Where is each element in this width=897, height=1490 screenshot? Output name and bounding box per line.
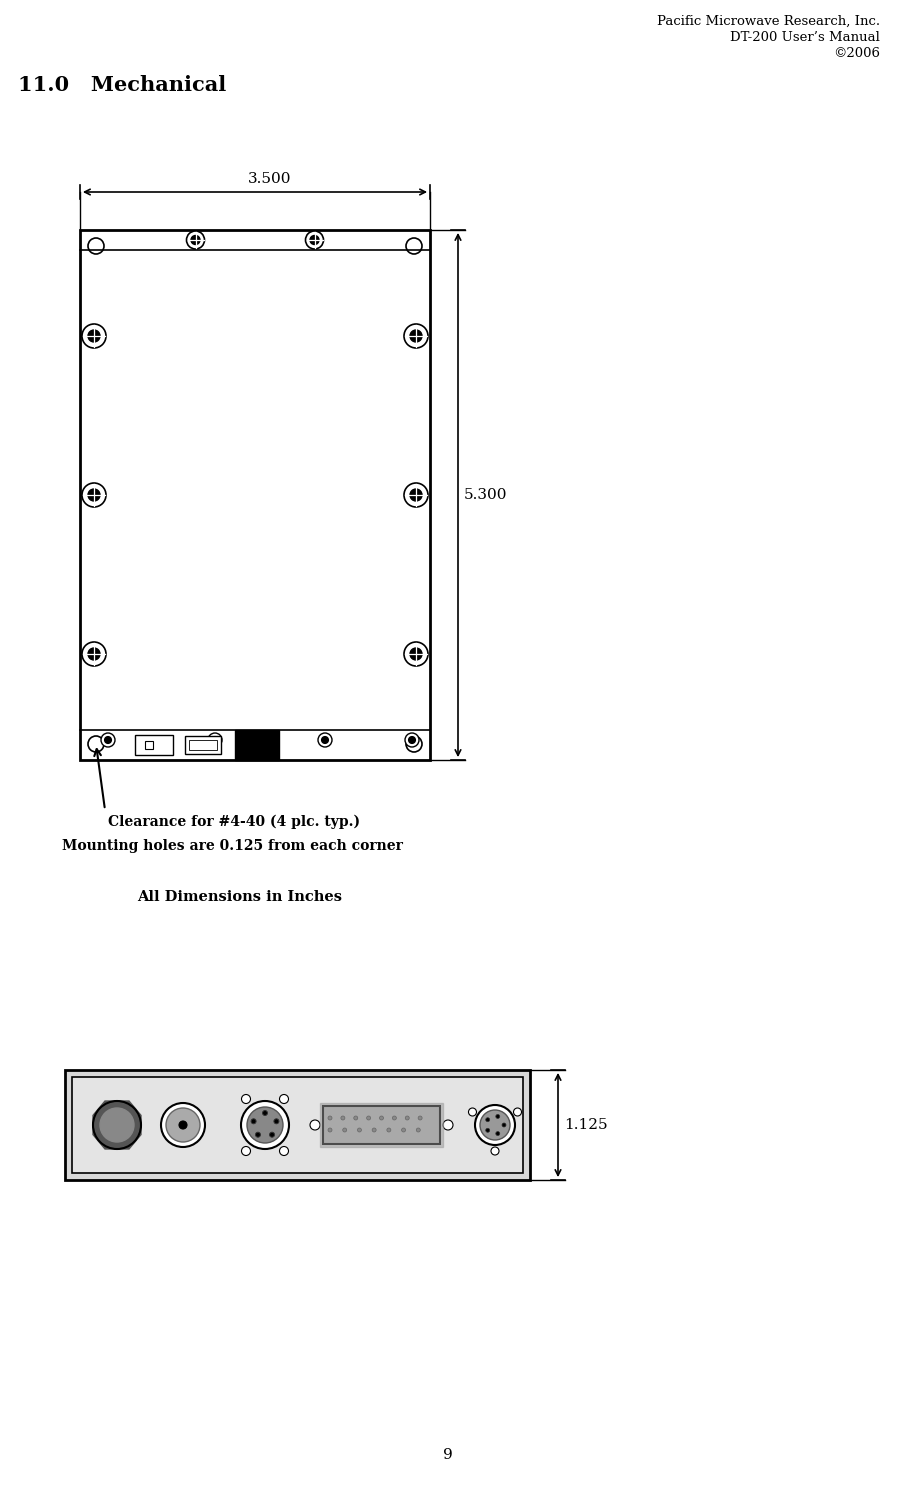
Circle shape (404, 323, 428, 349)
Text: 1.125: 1.125 (564, 1118, 607, 1132)
Circle shape (88, 736, 104, 752)
Circle shape (179, 1120, 187, 1129)
Circle shape (408, 736, 415, 744)
Circle shape (88, 329, 100, 343)
Circle shape (496, 1115, 500, 1119)
Bar (235, 730, 279, 760)
Text: Mounting holes are 0.125 from each corner: Mounting holes are 0.125 from each corne… (62, 839, 403, 852)
Bar (323, 1106, 440, 1144)
Circle shape (241, 1095, 250, 1104)
Circle shape (406, 736, 422, 752)
Circle shape (212, 736, 219, 744)
Circle shape (280, 1146, 289, 1156)
Circle shape (321, 736, 328, 744)
Bar (65, 1070, 530, 1180)
Bar (145, 741, 153, 749)
Circle shape (379, 1116, 384, 1120)
Circle shape (82, 642, 106, 666)
Circle shape (241, 1146, 250, 1156)
Circle shape (328, 1116, 332, 1120)
Circle shape (82, 483, 106, 507)
Circle shape (280, 1095, 289, 1104)
Circle shape (404, 642, 428, 666)
Circle shape (406, 238, 422, 253)
Text: Clearance for #4-40 (4 plc. typ.): Clearance for #4-40 (4 plc. typ.) (108, 815, 360, 830)
Circle shape (410, 489, 422, 501)
Text: ©2006: ©2006 (833, 48, 880, 60)
Text: 9: 9 (443, 1448, 453, 1462)
Polygon shape (93, 1101, 141, 1149)
Circle shape (392, 1116, 396, 1120)
Circle shape (241, 1101, 289, 1149)
Circle shape (247, 1107, 283, 1143)
Text: Pacific Microwave Research, Inc.: Pacific Microwave Research, Inc. (657, 15, 880, 28)
Circle shape (405, 733, 419, 746)
Circle shape (357, 1128, 361, 1132)
Circle shape (372, 1128, 376, 1132)
Bar (189, 741, 217, 749)
Circle shape (353, 1116, 358, 1120)
Circle shape (343, 1128, 347, 1132)
Bar (80, 229, 430, 760)
Circle shape (513, 1109, 521, 1116)
Circle shape (88, 489, 100, 501)
Circle shape (410, 329, 422, 343)
Circle shape (328, 1128, 332, 1132)
Circle shape (104, 736, 111, 744)
Circle shape (475, 1106, 515, 1144)
Circle shape (310, 235, 319, 244)
Circle shape (161, 1103, 205, 1147)
Text: 11.0   Mechanical: 11.0 Mechanical (18, 74, 226, 95)
Circle shape (101, 733, 115, 746)
Circle shape (485, 1118, 490, 1122)
Circle shape (418, 1116, 422, 1120)
Circle shape (82, 323, 106, 349)
Circle shape (480, 1110, 510, 1140)
Circle shape (318, 733, 332, 746)
Bar (135, 735, 173, 755)
Circle shape (405, 1116, 409, 1120)
Circle shape (208, 733, 222, 746)
Bar (72, 1077, 523, 1173)
Circle shape (191, 235, 200, 244)
Circle shape (306, 231, 324, 249)
Circle shape (251, 1119, 256, 1123)
Circle shape (310, 1120, 320, 1129)
Text: 3.500: 3.500 (248, 171, 292, 186)
Circle shape (341, 1116, 344, 1120)
Circle shape (367, 1116, 370, 1120)
Circle shape (263, 1110, 267, 1116)
Circle shape (404, 483, 428, 507)
Circle shape (402, 1128, 405, 1132)
Circle shape (166, 1109, 200, 1141)
Circle shape (88, 648, 100, 660)
Circle shape (496, 1131, 500, 1135)
Text: All Dimensions in Inches: All Dimensions in Inches (137, 890, 343, 904)
Circle shape (416, 1128, 421, 1132)
Circle shape (387, 1128, 391, 1132)
Circle shape (502, 1123, 506, 1126)
Circle shape (468, 1109, 476, 1116)
Circle shape (485, 1128, 490, 1132)
Text: 5.300: 5.300 (464, 489, 508, 502)
Polygon shape (320, 1103, 443, 1147)
Circle shape (256, 1132, 260, 1137)
Circle shape (187, 231, 205, 249)
Circle shape (443, 1120, 453, 1129)
Bar (185, 736, 221, 754)
Circle shape (270, 1132, 274, 1137)
Text: DT-200 User’s Manual: DT-200 User’s Manual (730, 31, 880, 45)
Circle shape (100, 1109, 134, 1141)
Circle shape (274, 1119, 279, 1123)
Circle shape (88, 238, 104, 253)
Circle shape (410, 648, 422, 660)
Circle shape (491, 1147, 499, 1155)
